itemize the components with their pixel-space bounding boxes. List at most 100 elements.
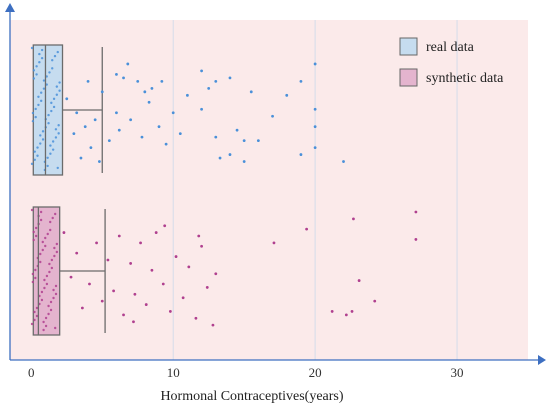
data-point <box>272 241 276 245</box>
data-point <box>171 111 175 115</box>
x-tick-label: 20 <box>309 365 322 380</box>
data-point <box>49 308 53 312</box>
data-point <box>52 105 56 109</box>
data-point <box>53 54 57 58</box>
data-point <box>46 164 49 168</box>
data-point <box>235 128 239 132</box>
data-point <box>39 99 43 103</box>
x-tick-label: 30 <box>451 365 464 380</box>
data-point <box>55 93 59 96</box>
data-point <box>50 258 54 262</box>
data-point <box>34 234 38 238</box>
data-point <box>48 270 51 274</box>
data-point <box>313 146 317 150</box>
data-point <box>51 67 54 70</box>
data-point <box>100 90 104 94</box>
data-point <box>31 111 35 115</box>
data-point <box>39 252 42 256</box>
data-point <box>49 228 52 232</box>
data-point <box>43 278 46 282</box>
data-point <box>160 79 164 83</box>
x-axis-arrow <box>538 355 546 365</box>
data-point <box>95 241 98 245</box>
data-point <box>42 79 46 82</box>
legend-swatch-synthetic <box>399 68 418 87</box>
data-point <box>49 144 52 147</box>
data-point <box>129 262 133 265</box>
data-point <box>35 306 39 310</box>
data-point <box>214 135 218 139</box>
data-point <box>35 65 38 68</box>
data-point <box>132 320 135 324</box>
grid-lines <box>172 20 458 360</box>
data-point <box>33 318 36 322</box>
x-ticks: 0 10 20 30 <box>28 365 464 380</box>
data-point <box>117 234 121 238</box>
data-point <box>211 323 215 327</box>
series-layer <box>30 44 418 336</box>
data-point <box>33 158 36 162</box>
data-point <box>44 324 48 328</box>
data-point <box>69 275 73 279</box>
x-tick-label: 10 <box>167 365 180 380</box>
box <box>32 206 61 336</box>
data-point <box>33 310 36 314</box>
data-point <box>39 91 43 94</box>
data-point <box>112 289 115 293</box>
data-point <box>49 220 52 224</box>
data-point <box>32 69 36 72</box>
data-point <box>187 265 191 269</box>
legend-swatch-real <box>399 37 418 56</box>
series-synthetic <box>30 206 418 336</box>
data-point <box>49 300 53 304</box>
data-point <box>106 258 110 262</box>
data-point <box>115 73 118 76</box>
data-point <box>32 230 35 234</box>
data-point <box>163 224 167 228</box>
data-point <box>98 160 101 163</box>
data-point <box>218 156 222 160</box>
data-point <box>93 118 97 122</box>
data-point <box>214 79 218 83</box>
data-point <box>207 86 211 90</box>
data-point <box>40 290 44 294</box>
data-point <box>79 156 83 160</box>
data-point <box>242 160 246 163</box>
data-point <box>39 260 42 264</box>
data-point <box>41 248 44 252</box>
data-point <box>47 122 50 125</box>
data-point <box>56 166 59 170</box>
data-point <box>43 286 46 290</box>
data-point <box>181 296 185 300</box>
data-point <box>194 316 198 320</box>
data-point <box>200 244 203 248</box>
data-point <box>37 95 40 98</box>
x-axis-label: Hormonal Contraceptives(years) <box>160 389 343 404</box>
data-point <box>147 100 151 104</box>
data-point <box>37 103 40 107</box>
data-point <box>41 130 45 133</box>
data-point <box>350 310 354 313</box>
data-point <box>414 238 418 241</box>
data-point <box>242 139 246 143</box>
data-point <box>41 240 44 244</box>
data-point <box>46 156 49 159</box>
data-point <box>36 154 39 157</box>
data-point <box>57 132 60 135</box>
legend-label-synthetic: synthetic data <box>426 71 504 86</box>
data-point <box>31 119 35 123</box>
data-point <box>140 135 144 139</box>
data-point <box>305 227 309 231</box>
data-point <box>357 279 361 282</box>
data-point <box>30 208 34 212</box>
data-point <box>342 160 345 163</box>
data-point <box>42 87 46 90</box>
data-point <box>115 111 118 115</box>
data-point <box>30 322 34 326</box>
data-point <box>30 162 34 166</box>
data-point <box>56 50 59 54</box>
data-point <box>174 255 178 258</box>
data-point <box>200 107 203 111</box>
data-point <box>88 282 91 286</box>
